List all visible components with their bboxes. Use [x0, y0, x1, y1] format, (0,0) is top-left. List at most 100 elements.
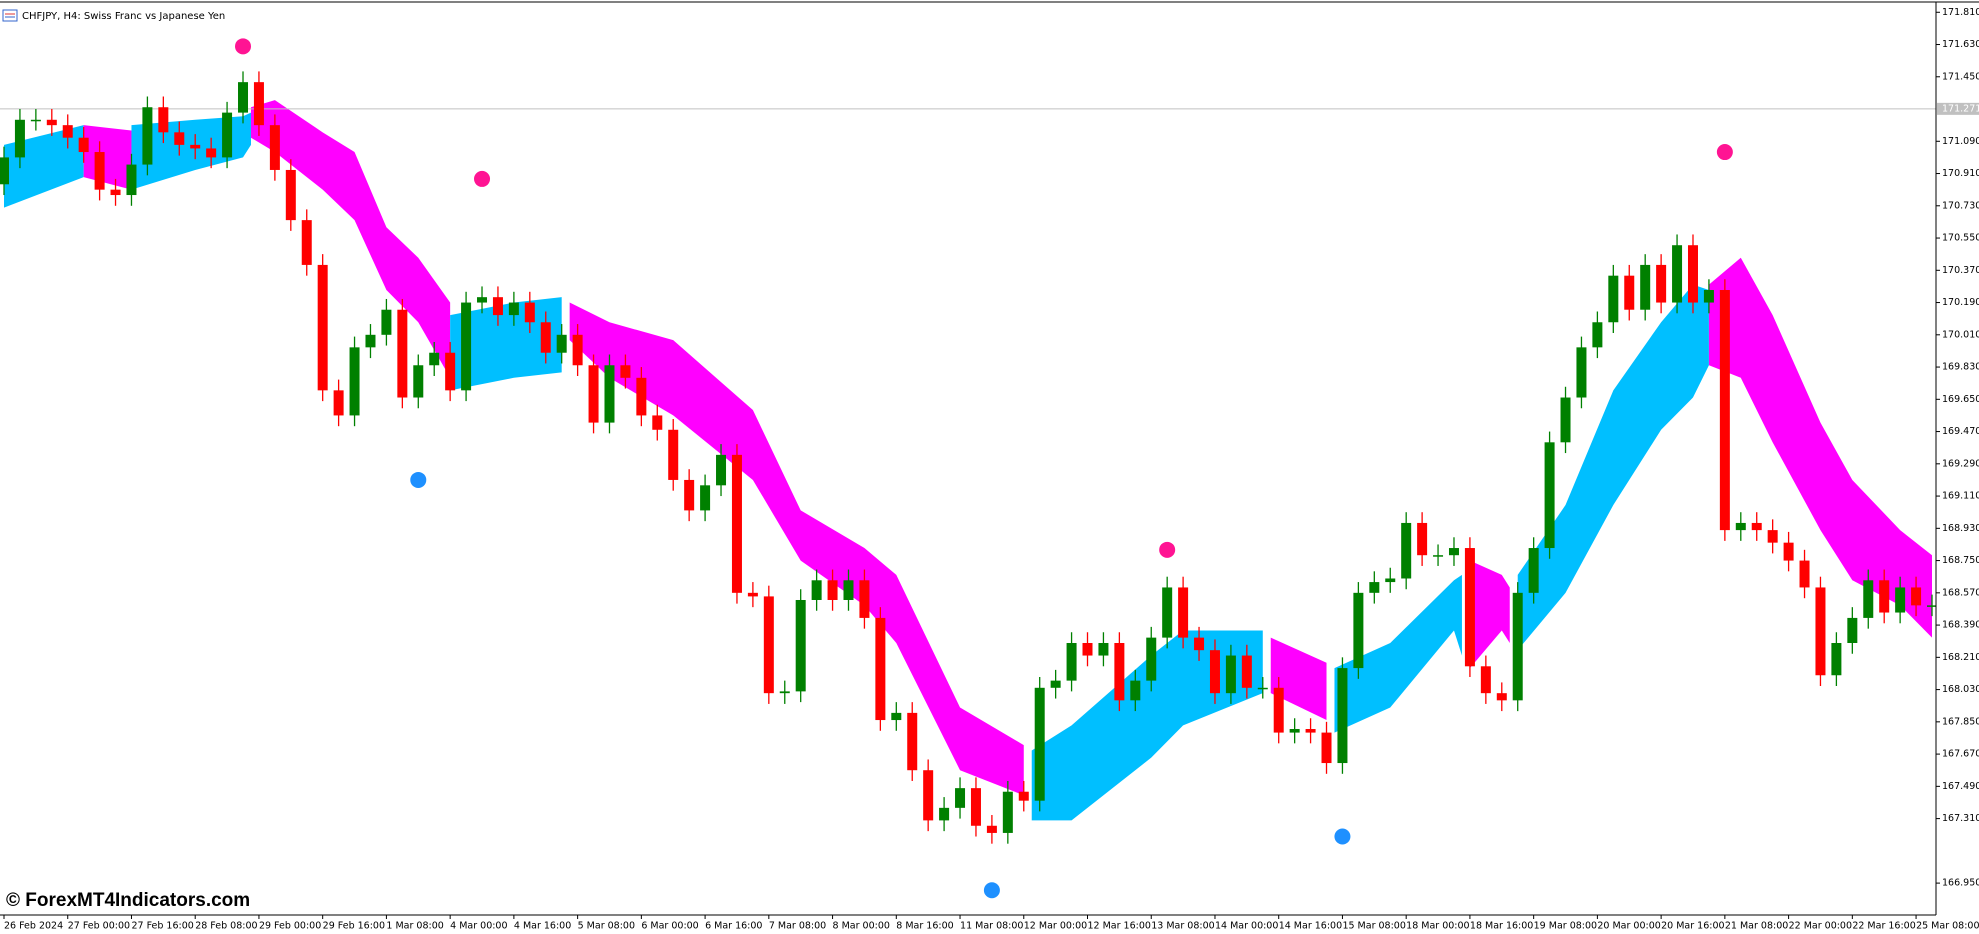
candle-body: [508, 302, 519, 316]
candle-body: [524, 302, 535, 323]
candle-body: [1098, 642, 1109, 656]
x-tick-label: 22 Mar 16:00: [1852, 921, 1915, 932]
candle-body: [1018, 791, 1029, 801]
x-tick-label: 12 Mar 16:00: [1088, 921, 1151, 932]
candle-body: [1847, 617, 1858, 643]
watermark: © ForexMT4Indicators.com: [6, 890, 250, 911]
candle-body: [843, 580, 854, 600]
candle-body: [1385, 578, 1396, 583]
candle-body: [1082, 642, 1093, 656]
candle-body: [1560, 397, 1571, 443]
y-tick-label: 171.810: [1942, 7, 1979, 18]
candle-body: [1576, 347, 1587, 398]
candle-body: [1417, 522, 1428, 556]
x-tick-label: 6 Mar 00:00: [641, 921, 698, 932]
candle-body: [301, 220, 312, 265]
signals: [235, 38, 1733, 899]
candle-body: [365, 334, 376, 348]
candle-body: [652, 415, 663, 430]
candle-body: [731, 454, 742, 593]
candle-body: [1640, 264, 1651, 310]
chart-title: CHFJPY, H4: Swiss Franc vs Japanese Yen: [22, 11, 225, 22]
candle-body: [94, 152, 105, 190]
y-tick-label: 168.930: [1942, 523, 1979, 534]
candle-body: [923, 770, 934, 821]
candle-body: [1528, 548, 1539, 593]
y-tick-label: 168.030: [1942, 684, 1979, 695]
x-tick-label: 18 Mar 16:00: [1470, 921, 1533, 932]
candle-body: [1863, 580, 1874, 618]
candle-body: [1815, 587, 1826, 676]
candle-body: [1895, 587, 1906, 613]
x-tick-label: 15 Mar 08:00: [1342, 921, 1405, 932]
candle-body: [604, 365, 615, 423]
y-tick-label: 169.650: [1942, 394, 1979, 405]
candle-body: [1241, 655, 1252, 688]
y-tick-label: 168.750: [1942, 555, 1979, 566]
indicator-bands: [4, 100, 1932, 821]
x-tick-label: 4 Mar 00:00: [450, 921, 507, 932]
x-tick-label: 8 Mar 00:00: [833, 921, 890, 932]
candle-body: [317, 264, 328, 391]
y-tick-label: 171.090: [1942, 136, 1979, 147]
y-tick-label: 167.490: [1942, 781, 1979, 792]
x-tick-label: 29 Feb 16:00: [323, 921, 385, 932]
x-tick-label: 26 Feb 2024: [4, 921, 63, 932]
candle-body: [1066, 642, 1077, 681]
candle-body: [1114, 642, 1125, 701]
x-tick-label: 12 Mar 00:00: [1024, 921, 1087, 932]
candle-body: [684, 479, 695, 511]
candle-body: [540, 322, 551, 353]
candle-body: [588, 365, 599, 423]
candle-body: [349, 347, 360, 416]
y-tick-label: 168.390: [1942, 620, 1979, 631]
candle-body: [477, 297, 488, 303]
candle-body: [253, 82, 264, 126]
x-tick-label: 6 Mar 16:00: [705, 921, 762, 932]
y-tick-label: 167.670: [1942, 749, 1979, 760]
candle-body: [1273, 687, 1284, 733]
candle-body: [1050, 680, 1061, 688]
x-tick-label: 27 Feb 16:00: [131, 921, 193, 932]
x-tick-label: 4 Mar 16:00: [514, 921, 571, 932]
candle-body: [1002, 791, 1013, 833]
candle-body: [1146, 637, 1157, 681]
x-tick-label: 8 Mar 16:00: [896, 921, 953, 932]
candle-body: [907, 712, 918, 771]
band: [250, 100, 451, 378]
candle-body: [716, 454, 727, 486]
candle-body: [1767, 530, 1778, 543]
candle-body: [1369, 582, 1380, 593]
candle-body: [1703, 290, 1714, 303]
y-tick-label: 170.010: [1942, 329, 1979, 340]
candle-body: [811, 580, 822, 600]
candle-body: [413, 365, 424, 398]
candle-body: [747, 592, 758, 597]
x-tick-label: 25 Mar 08:00: [1916, 921, 1979, 932]
candle-body: [110, 189, 121, 196]
candle-body: [222, 112, 233, 158]
band: [1334, 574, 1462, 733]
y-tick-label: 168.570: [1942, 587, 1979, 598]
candle-body: [668, 429, 679, 480]
candle-body: [1337, 668, 1348, 764]
y-axis-panel: [1936, 0, 1979, 934]
candle-body: [827, 580, 838, 600]
candle-body: [1194, 637, 1205, 651]
candle-body: [1448, 548, 1459, 556]
candle-body: [875, 617, 886, 721]
candle-body: [1783, 542, 1794, 561]
candle-body: [190, 144, 201, 149]
band: [569, 302, 1024, 796]
candle-body: [1130, 680, 1141, 701]
y-tick-label: 169.290: [1942, 458, 1979, 469]
y-tick-label: 167.850: [1942, 716, 1979, 727]
candle-body: [1225, 655, 1236, 694]
candle-body: [986, 825, 997, 833]
x-axis-panel: [0, 915, 1979, 934]
candle-body: [1464, 548, 1475, 667]
candle-body: [206, 148, 217, 158]
candle-body: [1751, 522, 1762, 531]
